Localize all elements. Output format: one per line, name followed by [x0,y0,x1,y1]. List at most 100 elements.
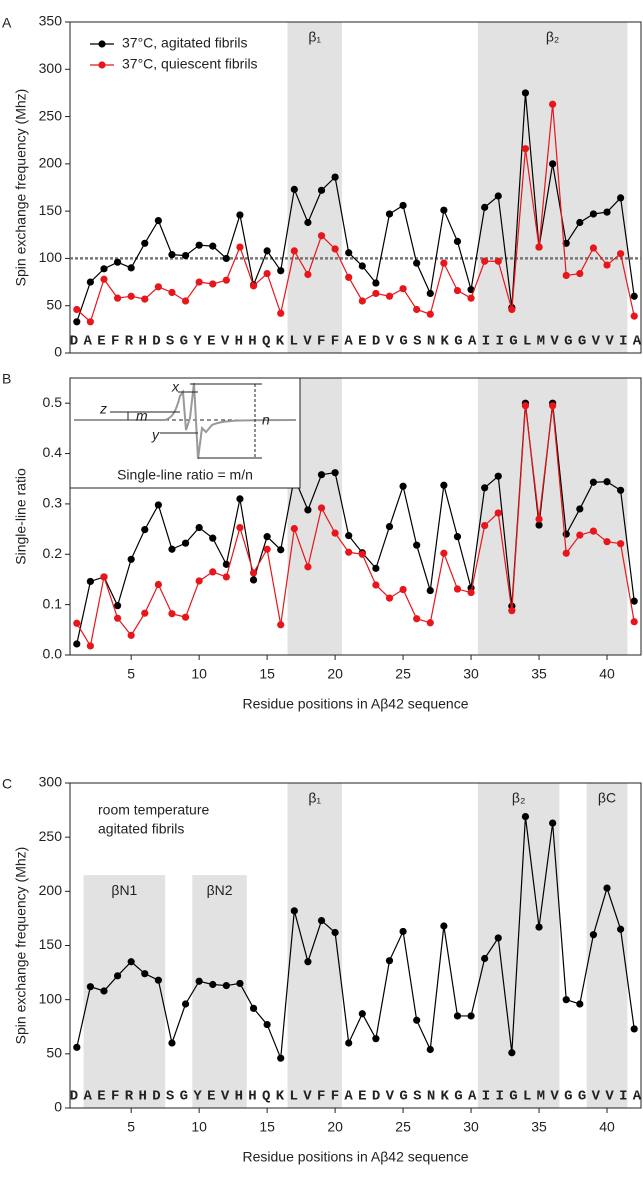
data-point [73,305,81,314]
data-point [603,208,611,216]
data-point [603,478,611,486]
data-point [331,469,339,477]
data-point [236,495,244,503]
data-point [290,907,298,915]
data-point [168,1039,176,1047]
x-tick-label: 35 [531,1119,547,1135]
legend-marker [98,61,106,69]
data-point [345,273,353,281]
data-point [440,922,448,930]
data-point [413,305,421,314]
data-point [100,275,108,283]
x-tick-label: 5 [127,666,135,682]
data-point [358,550,366,558]
data-point [617,925,625,933]
data-point [86,577,94,586]
data-point [127,958,135,966]
data-point [331,173,339,181]
data-point [453,286,462,295]
region [477,783,560,1108]
data-point [168,251,176,259]
y-tick-label: 0.1 [43,595,63,611]
data-point [317,916,326,925]
plot-frame [69,377,642,656]
data-point [154,501,162,509]
data-point [576,218,584,227]
data-point [195,977,203,985]
data-point [630,292,638,300]
data-point [385,957,394,965]
data-point [317,232,326,240]
region [477,378,628,655]
inset-label: z [99,401,107,417]
legend-marker [98,40,106,48]
data-point [100,573,108,581]
data-point [617,486,625,494]
data-point [345,532,353,540]
panel-label: A [2,15,12,31]
data-point [141,525,149,534]
data-point [426,619,434,627]
data-point [304,563,312,571]
data-point [467,1012,475,1020]
data-point [127,631,135,639]
data-point [304,958,312,966]
data-point [630,312,638,320]
data-point [481,203,489,211]
data-point [562,239,570,247]
y-tick-label: 0.5 [43,394,63,410]
data-point [113,972,122,980]
y-tick-label: 150 [39,202,63,218]
x-axis-title: Residue positions in Aβ42 sequence [243,1149,469,1165]
data-point [535,923,543,931]
data-point [195,523,203,532]
data-point [73,1043,81,1051]
region-label: βC [598,790,616,806]
data-point [154,580,162,589]
data-point [426,1045,434,1054]
data-point [141,609,149,617]
data-point [222,560,230,568]
data-point [426,586,434,595]
data-point [277,1054,285,1062]
data-point [589,527,598,535]
panel-label: B [2,371,11,387]
data-point [358,297,366,305]
data-point [263,545,271,553]
x-axis-title: Residue positions in Aβ42 sequence [243,696,469,712]
y-tick-label: 300 [39,60,63,76]
data-point [317,471,326,479]
data-point [521,402,530,410]
x-tick-label: 15 [259,666,275,682]
plot-frame [69,21,642,354]
data-point [127,292,135,300]
inset-spectrum [74,382,297,460]
data-point [535,521,543,529]
data-point [195,278,203,286]
data-point [127,264,135,272]
data-point [100,987,108,995]
data-point [222,254,230,263]
inset: x y z m n Single-line ratio = m/n [69,377,301,489]
data-point [453,237,462,246]
data-point [508,1049,516,1057]
y-tick-label: 200 [39,155,63,171]
data-point [263,533,271,541]
x-tick-label: 40 [599,666,615,682]
data-point [521,145,530,153]
data-point [127,555,135,563]
region-label: β₂ [546,29,560,45]
data-point [576,505,584,513]
data-point [100,265,108,273]
data-point [141,239,149,247]
data-point [317,504,326,512]
x-tick-label: 30 [463,1119,479,1135]
x-tick-label: 25 [395,666,411,682]
data-point [195,577,203,585]
data-point [331,245,339,253]
data-point [413,541,421,549]
region-label: β₁ [308,790,321,806]
x-tick-label: 15 [259,1119,275,1135]
data-point [154,217,162,225]
data-point [345,1039,353,1047]
